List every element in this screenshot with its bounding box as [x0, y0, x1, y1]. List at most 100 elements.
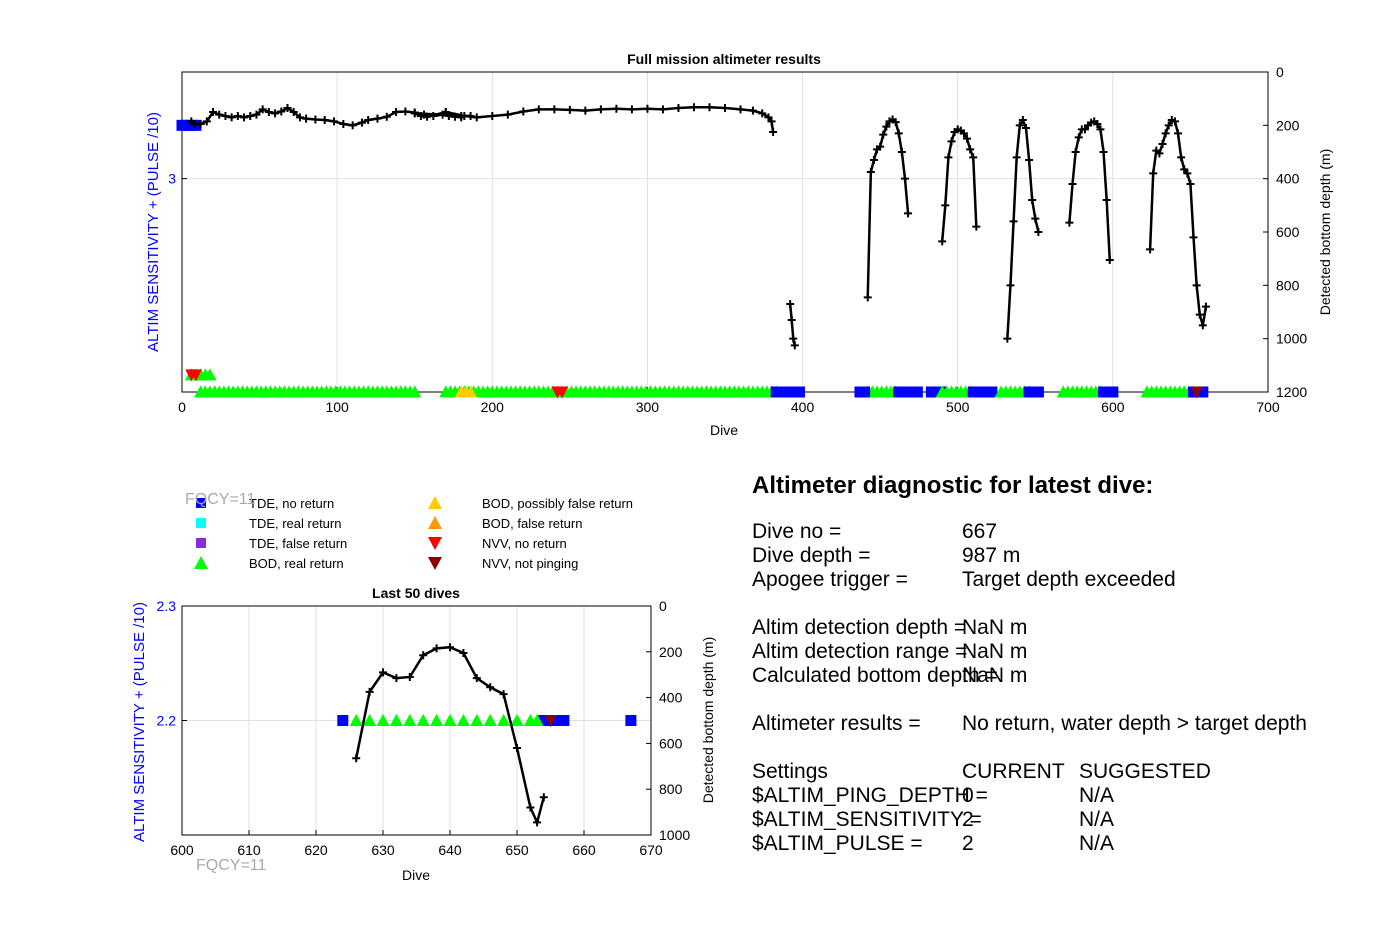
depth-point — [1164, 121, 1173, 130]
right-tick-label: 200 — [1276, 117, 1300, 133]
top-depth-lines — [187, 103, 1210, 350]
x-tick-label: 640 — [438, 842, 462, 858]
bottom-x-label: Dive — [402, 867, 430, 883]
depth-point — [488, 112, 497, 120]
depth-point — [1102, 196, 1111, 204]
x-tick-label: 630 — [371, 842, 395, 858]
depth-point — [252, 110, 261, 119]
depth-point — [1015, 121, 1024, 130]
depth-line — [1068, 119, 1112, 261]
legend-marker — [196, 538, 206, 548]
right-tick-label: 600 — [659, 735, 683, 751]
right-tick-label: 1000 — [659, 827, 690, 843]
x-tick-label: 610 — [237, 842, 261, 858]
depth-point — [227, 113, 236, 122]
depth-point — [596, 105, 605, 114]
nvv-no-return-marker — [556, 386, 569, 399]
depth-point — [472, 674, 481, 683]
detection-depth-value: NaN m — [962, 616, 1028, 639]
depth-point — [295, 113, 304, 122]
depth-point — [503, 110, 512, 119]
bottom-left-y-label: ALTIM SENSITIVITY + (PULSE /10) — [131, 602, 148, 842]
tde-no-return-marker — [538, 715, 550, 726]
depth-point — [1025, 156, 1034, 164]
depth-point — [373, 114, 382, 123]
bod-real-return-marker — [430, 713, 444, 726]
depth-point — [627, 105, 636, 114]
legend-label: BOD, false return — [482, 516, 582, 531]
x-tick-label: 650 — [505, 842, 529, 858]
depth-point — [894, 129, 903, 138]
right-tick-label: 0 — [659, 598, 667, 614]
depth-point — [904, 209, 913, 218]
legend-marker — [428, 557, 442, 570]
depth-point — [1068, 180, 1077, 188]
depth-line — [940, 127, 978, 242]
watermark-bottom: FQCY=11 — [196, 857, 267, 874]
depth-point — [863, 293, 872, 302]
depth-point — [459, 648, 468, 657]
depth-point — [786, 300, 795, 308]
x-tick-label: 670 — [639, 842, 663, 858]
dive-depth-value: 987 m — [962, 544, 1021, 567]
tde-no-return-marker — [1107, 386, 1119, 398]
pulse-current: 2 — [962, 832, 974, 855]
altimeter-results-label: Altimeter results = — [752, 712, 921, 735]
depth-point — [1018, 116, 1027, 124]
dive-depth-label: Dive depth = — [752, 544, 871, 567]
depth-point — [339, 120, 348, 128]
depth-point — [705, 103, 714, 112]
depth-point — [658, 105, 667, 114]
depth-line — [445, 105, 775, 133]
dive-no-value: 667 — [962, 520, 998, 543]
depth-point — [1105, 256, 1114, 264]
top-chart-plot-area — [181, 71, 1269, 393]
depth-point — [499, 690, 508, 699]
x-tick-label: 400 — [791, 399, 815, 415]
legend-label: TDE, false return — [249, 536, 347, 551]
depth-point — [382, 112, 391, 121]
settings-label: Settings — [752, 760, 828, 783]
depth-point — [352, 754, 361, 763]
depth-point — [565, 105, 574, 114]
depth-point — [736, 105, 745, 114]
depth-point — [1177, 153, 1186, 162]
top-right-ticks: 0 200 400 600 800 1000 1200 — [1263, 64, 1307, 400]
depth-point — [196, 120, 205, 128]
depth-point — [969, 153, 978, 162]
top-left-ticks: 3 — [168, 171, 187, 187]
depth-point — [972, 222, 981, 231]
tde-no-return-marker — [793, 386, 805, 398]
legend-label: NVV, not pinging — [482, 556, 578, 571]
depth-point — [769, 128, 778, 136]
legend-label: TDE, real return — [249, 516, 341, 531]
depth-point — [1183, 169, 1192, 178]
sensitivity-label: $ALTIM_SENSITIVITY = — [752, 808, 982, 831]
right-tick-label: 600 — [1276, 224, 1300, 240]
depth-point — [612, 104, 621, 113]
depth-point — [534, 105, 543, 114]
watermark-top: FQCY=11 — [185, 491, 256, 508]
bod-possibly-false-return-marker — [463, 385, 478, 398]
depth-point — [472, 113, 481, 122]
depth-point — [1155, 149, 1164, 158]
depth-point — [1031, 214, 1040, 223]
apogee-trigger-value: Target depth exceeded — [962, 568, 1176, 591]
depth-point — [643, 104, 652, 113]
suggested-header: SUGGESTED — [1079, 760, 1211, 783]
right-tick-label: 800 — [1276, 277, 1300, 293]
left-tick-label: 2.3 — [157, 598, 177, 614]
tde-no-return-marker — [859, 386, 871, 398]
x-tick-label: 600 — [1101, 399, 1125, 415]
bottom-right-ticks: 0 200 400 600 800 1000 — [646, 598, 690, 843]
legend-label: BOD, possibly false return — [482, 496, 633, 511]
depth-point — [202, 117, 211, 126]
x-tick-label: 500 — [946, 399, 970, 415]
calculated-bottom-label: Calculated bottom depth = — [752, 664, 998, 687]
depth-point — [1201, 302, 1210, 311]
depth-point — [891, 118, 900, 127]
depth-point — [1161, 129, 1170, 138]
depth-point — [1146, 245, 1155, 254]
legend-marker — [428, 537, 442, 550]
top-right-y-label: Detected bottom depth (m) — [1317, 149, 1333, 316]
